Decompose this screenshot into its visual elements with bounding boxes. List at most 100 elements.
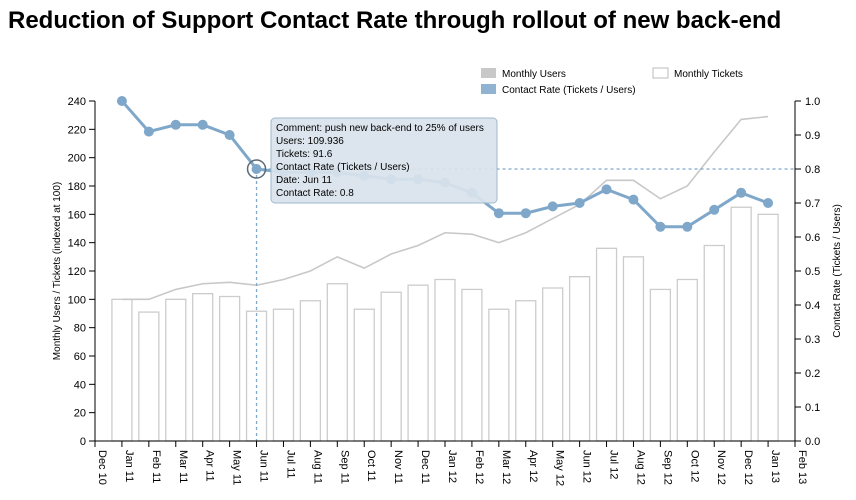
- y-left-tick-label: 0: [80, 436, 86, 448]
- x-tick-label: Apr 12: [527, 450, 539, 482]
- point-contact-rate: [682, 221, 693, 232]
- tooltip-line: Tickets: 91.6: [276, 149, 333, 160]
- bar-monthly-tickets: [730, 206, 752, 442]
- point-contact-rate: [170, 119, 181, 130]
- point-contact-rate: [601, 184, 612, 195]
- bar-monthly-tickets: [434, 278, 456, 442]
- tooltip-box: [270, 117, 498, 204]
- y-left-tick-label: 240: [68, 96, 86, 108]
- x-tick-label: Feb 12: [473, 450, 485, 484]
- tooltip-line: Contact Rate (Tickets / Users): [276, 162, 410, 173]
- y-right-axis-title: Contact Rate (Tickets / Users): [832, 204, 843, 338]
- legend-label: Monthly Tickets: [674, 69, 743, 80]
- y-right-tick-label: 0.7: [805, 198, 820, 210]
- point-contact-rate: [197, 119, 208, 130]
- bar-monthly-tickets: [542, 287, 564, 442]
- x-tick-label: Sep 12: [661, 450, 673, 485]
- tooltip-line: Users: 109.936: [276, 136, 344, 147]
- y-left-tick-label: 140: [68, 238, 86, 250]
- point-contact-rate: [224, 130, 235, 140]
- bar-monthly-tickets: [461, 288, 483, 442]
- y-right-tick-label: 0.4: [805, 300, 820, 312]
- y-left-tick-label: 20: [74, 408, 86, 420]
- x-tick-label: Jun 11: [258, 450, 270, 482]
- x-tick-label: Aug 11: [311, 450, 323, 484]
- bar-monthly-tickets: [407, 284, 429, 442]
- x-tick-label: Jul 11: [284, 450, 296, 479]
- bar-monthly-tickets: [272, 308, 295, 442]
- point-contact-rate: [628, 194, 639, 205]
- legend-swatch: [481, 84, 496, 94]
- x-tick-label: Mar 12: [500, 450, 512, 484]
- y-left-tick-label: 180: [68, 181, 86, 193]
- y-right-tick-label: 1.0: [805, 96, 820, 108]
- legend-swatch: [481, 68, 496, 78]
- y-right-tick-label: 0.5: [805, 266, 820, 278]
- y-left-tick-label: 160: [68, 209, 86, 221]
- point-contact-rate: [709, 204, 720, 215]
- point-contact-rate: [520, 208, 531, 219]
- x-tick-label: May 11: [231, 450, 243, 485]
- x-tick-label: Aug 12: [634, 450, 646, 485]
- x-tick-label: Dec 12: [742, 450, 754, 485]
- bar-monthly-tickets: [353, 308, 375, 442]
- y-left-tick-label: 200: [68, 153, 86, 165]
- bar-monthly-tickets: [138, 311, 160, 442]
- tooltip-line: Date: Jun 11: [276, 175, 332, 186]
- y-left-tick-label: 80: [74, 323, 86, 335]
- x-tick-label: Nov 11: [392, 450, 404, 484]
- x-tick-label: Mar 11: [177, 450, 189, 483]
- y-right-tick-label: 0.1: [805, 402, 820, 414]
- point-contact-rate: [143, 126, 154, 137]
- point-contact-rate: [547, 201, 558, 212]
- bar-monthly-tickets: [488, 308, 510, 442]
- bar-monthly-tickets: [595, 247, 618, 442]
- point-contact-rate: [251, 164, 262, 174]
- point-contact-rate: [116, 96, 127, 106]
- legend-label: Monthly Users: [502, 69, 566, 80]
- point-contact-rate: [736, 187, 747, 198]
- line-monthly-users: [121, 115, 769, 301]
- bar-monthly-tickets: [218, 295, 241, 442]
- bar-monthly-tickets: [326, 283, 348, 442]
- y-left-tick-label: 120: [68, 266, 86, 278]
- tooltip-line: Comment: push new back-end to 25% of use…: [276, 123, 484, 134]
- x-tick-label: Oct 11: [365, 450, 377, 482]
- bar-monthly-tickets: [703, 244, 725, 442]
- point-contact-rate: [655, 221, 666, 232]
- y-left-axis-title: Monthly Users / Tickets (indexed at 100): [52, 182, 63, 360]
- y-left-tick-label: 60: [74, 351, 86, 363]
- bar-monthly-tickets: [111, 298, 133, 442]
- bar-monthly-tickets: [515, 300, 537, 442]
- x-tick-label: Sep 11: [338, 450, 350, 484]
- legend-swatch: [652, 67, 669, 79]
- point-contact-rate: [574, 198, 585, 208]
- x-tick-label: May 12: [554, 450, 566, 486]
- x-tick-label: Feb 13: [796, 450, 808, 484]
- bar-monthly-tickets: [380, 291, 402, 442]
- bar-monthly-tickets: [649, 288, 672, 442]
- highlight-ring: [246, 159, 267, 179]
- x-tick-label: Jan 13: [769, 450, 781, 483]
- y-right-tick-label: 0.3: [805, 334, 820, 346]
- bar-monthly-tickets: [299, 300, 322, 442]
- point-contact-rate: [493, 208, 504, 219]
- x-tick-label: Feb 11: [150, 450, 162, 483]
- bar-monthly-tickets: [165, 298, 187, 442]
- y-right-tick-label: 0.9: [805, 130, 820, 142]
- y-right-tick-label: 0.6: [805, 232, 820, 244]
- y-right-tick-label: 0.2: [805, 368, 820, 380]
- x-tick-label: Jul 12: [608, 450, 620, 479]
- y-left-tick-label: 40: [74, 379, 86, 391]
- bar-monthly-tickets: [757, 213, 779, 442]
- y-left-tick-label: 100: [68, 294, 86, 306]
- x-tick-label: Jan 12: [446, 450, 458, 483]
- x-tick-label: Oct 12: [688, 450, 700, 482]
- legend-label: Contact Rate (Tickets / Users): [502, 85, 636, 96]
- x-tick-label: Nov 12: [715, 450, 727, 485]
- y-left-tick-label: 220: [68, 124, 86, 136]
- bar-monthly-tickets: [622, 256, 645, 442]
- page-title: Reduction of Support Contact Rate throug…: [8, 7, 782, 34]
- tooltip-line: Contact Rate: 0.8: [276, 188, 354, 199]
